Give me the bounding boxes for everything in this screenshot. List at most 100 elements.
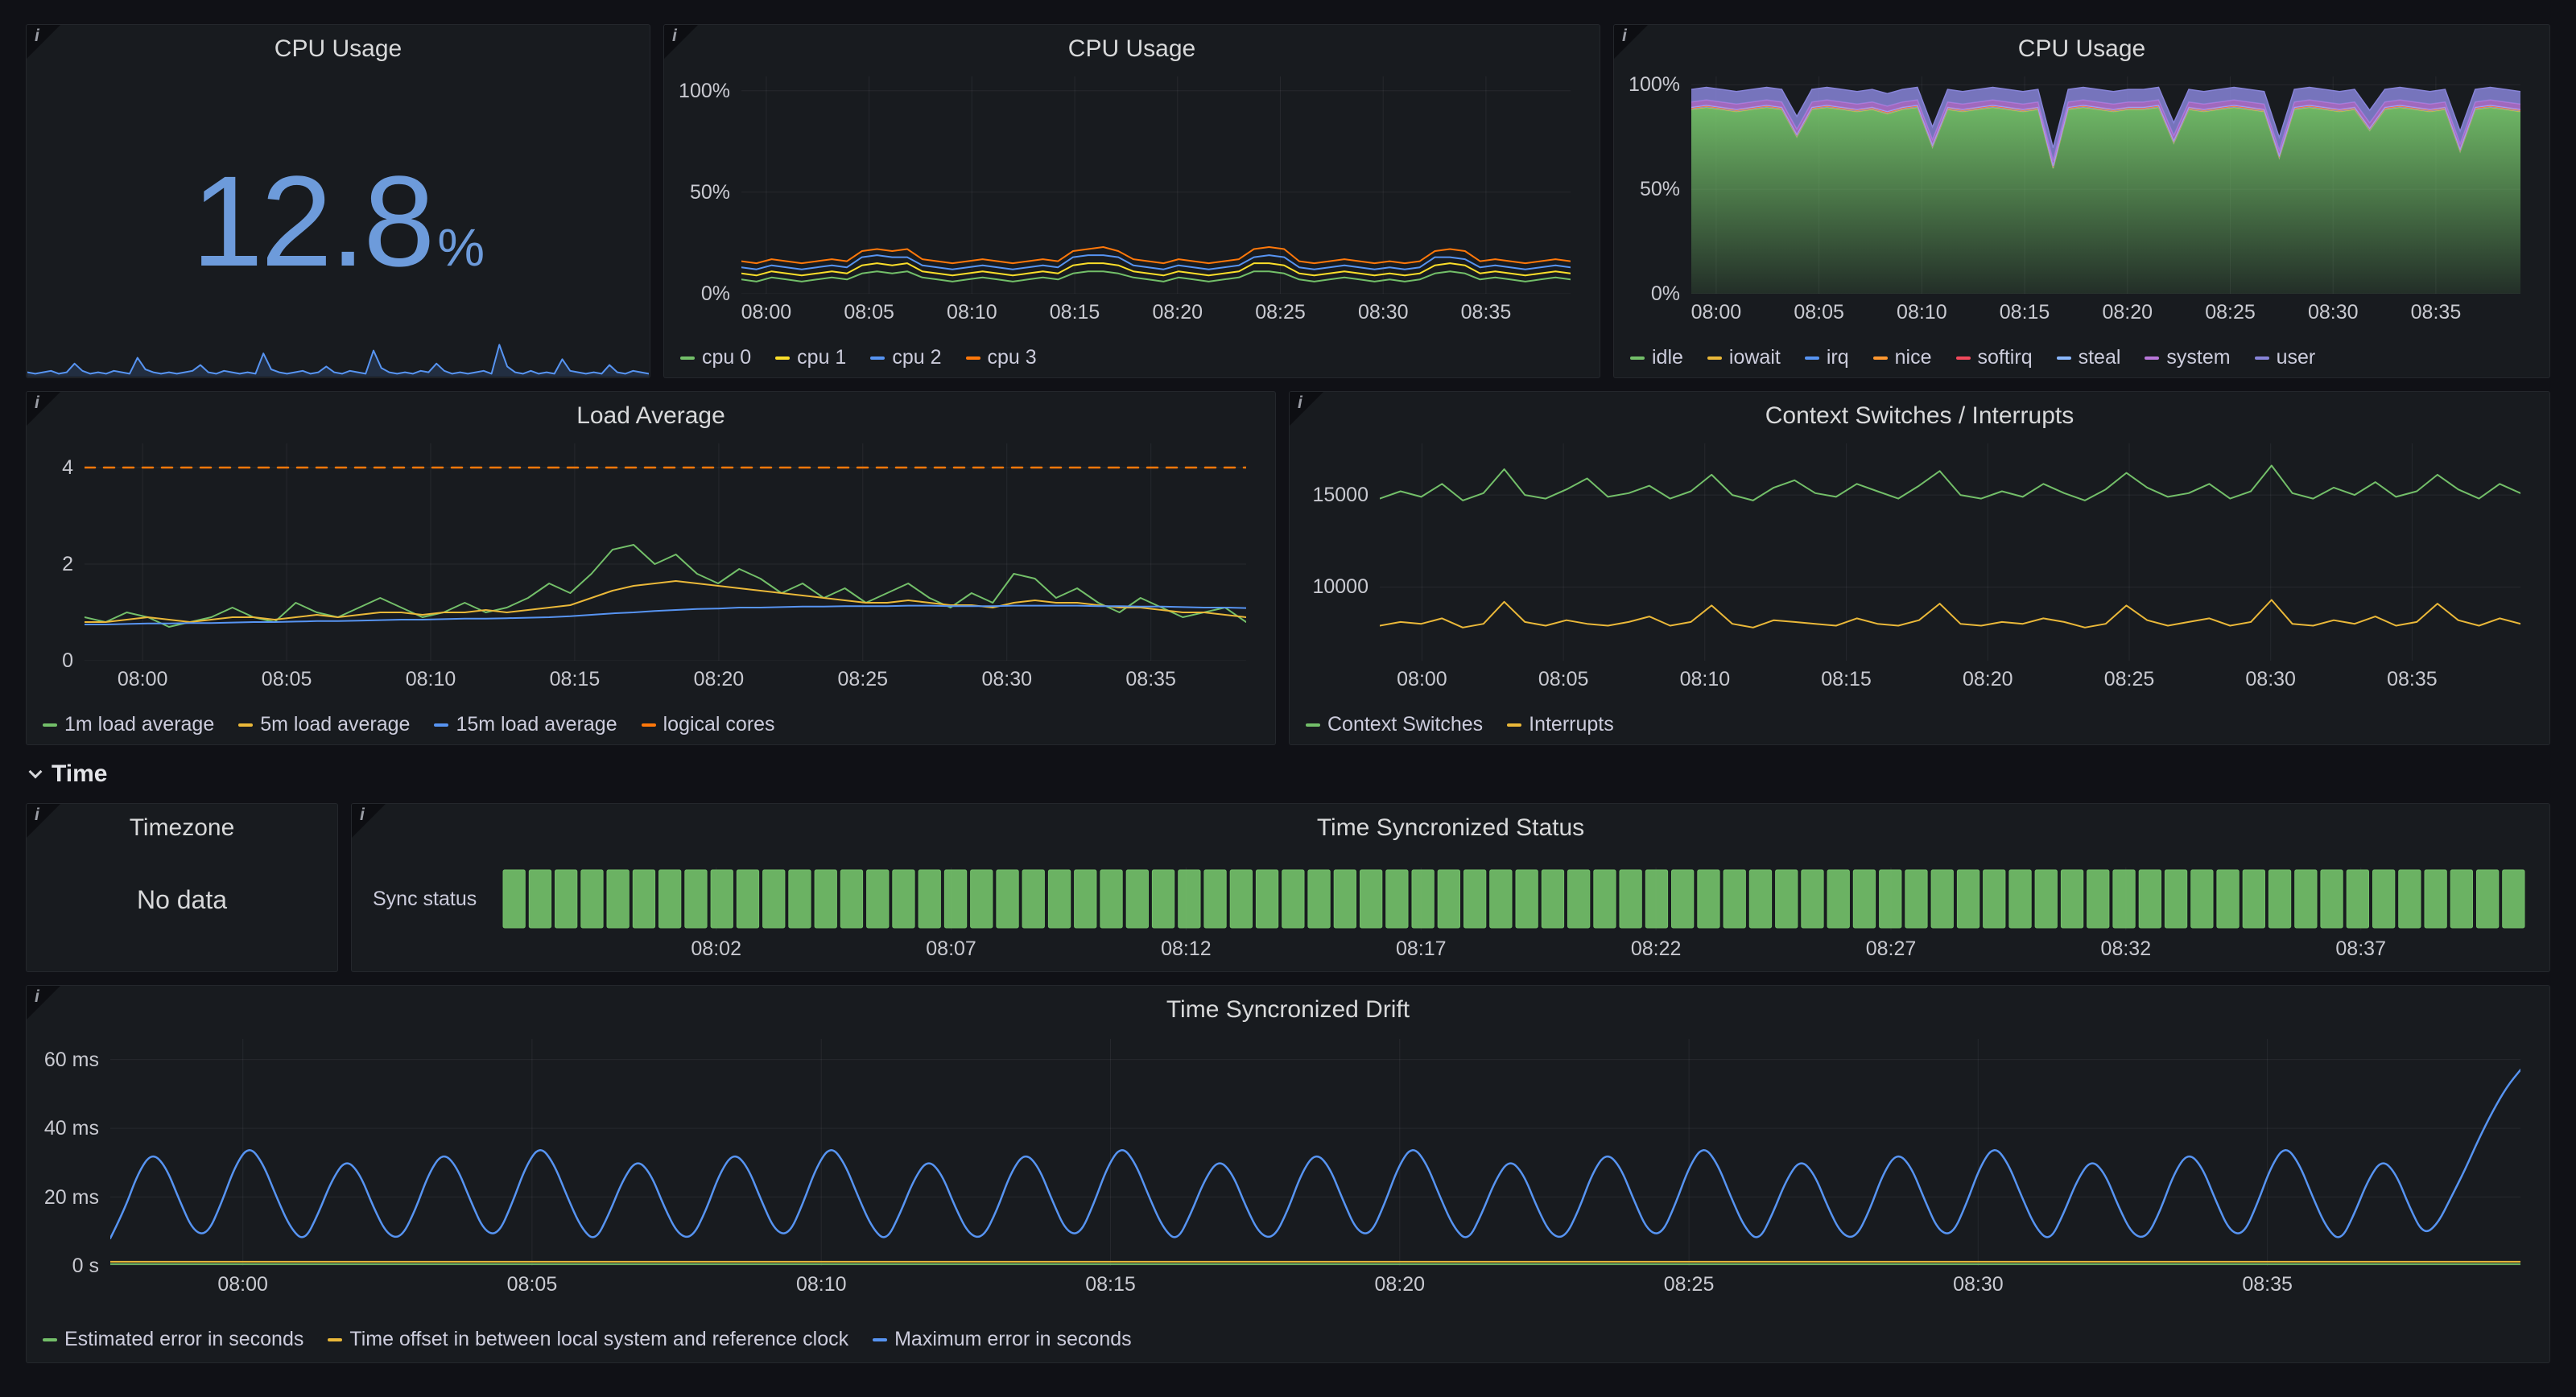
- legend-item-steal[interactable]: steal: [2056, 346, 2120, 369]
- cpu-cores-chart: 0% 50% 100% 08:00 08:05 08:10 08:15 08:20 08:25 0…: [677, 67, 1587, 331]
- panel-corner[interactable]: [352, 804, 386, 838]
- legend-item-1m-load-average[interactable]: 1m load average: [43, 713, 214, 736]
- panel-title[interactable]: Context Switches / Interrupts: [1765, 402, 2074, 429]
- legend-color-mark: [1507, 723, 1522, 727]
- y-tick-label: 100%: [1629, 73, 1680, 97]
- panel-cpu-usage-stat: i CPU Usage 12.8 %: [26, 24, 650, 378]
- load-average-plot[interactable]: [85, 443, 1246, 661]
- legend-item-cpu-1[interactable]: cpu 1: [775, 346, 846, 369]
- legend-item-nice[interactable]: nice: [1872, 346, 1932, 369]
- x-tick-label: 08:25: [837, 668, 889, 690]
- legend-color-mark: [1707, 356, 1722, 360]
- y-tick-label: 50%: [1639, 178, 1680, 201]
- sync-status-row-label: Sync status: [373, 888, 477, 910]
- x-tick-label: 08:15: [549, 668, 601, 690]
- cpu-cores-plot[interactable]: [741, 76, 1571, 294]
- x-tick-label: 08:15: [1821, 668, 1872, 690]
- legend-item-cpu-3[interactable]: cpu 3: [965, 346, 1037, 369]
- legend-label: Estimated error in seconds: [64, 1328, 304, 1350]
- legend-label: nice: [1894, 346, 1932, 369]
- legend-item-context-switches[interactable]: Context Switches: [1306, 713, 1483, 736]
- panel-title[interactable]: Load Average: [576, 402, 725, 429]
- panel-corner[interactable]: [1290, 392, 1323, 426]
- legend-item-softirq[interactable]: softirq: [1955, 346, 2033, 369]
- info-icon: i: [35, 394, 39, 412]
- legend-color-mark: [965, 356, 980, 360]
- panel-corner[interactable]: [27, 392, 60, 426]
- legend-item-15m-load-average[interactable]: 15m load average: [434, 713, 617, 736]
- y-tick-label: 0: [62, 649, 73, 672]
- x-tick-label: 08:25: [2103, 668, 2155, 690]
- x-tick-label: 08:10: [947, 301, 997, 323]
- row-time-drift: i Time Syncronized Drift 0 s 20 ms 40 ms 60…: [26, 985, 2550, 1363]
- panel-corner[interactable]: [1614, 25, 1648, 59]
- panel-corner[interactable]: [27, 804, 60, 838]
- x-tick-label: 08:00: [1397, 668, 1447, 690]
- panel-title[interactable]: Time Syncronized Status: [1316, 814, 1585, 841]
- legend-item-interrupts[interactable]: Interrupts: [1507, 713, 1614, 736]
- legend-item-cpu-2[interactable]: cpu 2: [870, 346, 942, 369]
- row-load: i Load Average 0 2 4 08:00 08:05 08:10 08:15 08…: [26, 391, 2550, 745]
- row-cpu: i CPU Usage 12.8 % i CPU Usage 0% 50% 100%…: [26, 24, 2550, 378]
- legend-color-mark: [1630, 356, 1645, 360]
- row-time-status: i Timezone No data i Time Syncronized St…: [26, 803, 2550, 972]
- y-tick-label: 100%: [679, 79, 730, 102]
- cpu_cores-svg: [741, 76, 1571, 294]
- info-icon: i: [35, 987, 39, 1006]
- legend-color-mark: [680, 356, 695, 360]
- drift-chart: 0 s 20 ms 40 ms 60 ms 08:00 08:05 08:10 08:15 08…: [39, 1028, 2537, 1306]
- legend-item-maximum-error-in-seconds[interactable]: Maximum error in seconds: [873, 1328, 1132, 1351]
- x-tick-label: 08:05: [844, 301, 894, 323]
- panel-title[interactable]: CPU Usage: [2017, 35, 2146, 62]
- x-tick-label: 08:35: [2242, 1273, 2293, 1296]
- y-tick-label: 15000: [1312, 484, 1368, 507]
- panel-corner[interactable]: [664, 25, 698, 59]
- cpu-modes-legend: idle iowait irq nice softirq steal system user: [1630, 346, 2315, 369]
- drift-plot[interactable]: [110, 1039, 2520, 1266]
- legend-item-logical-cores[interactable]: logical cores: [641, 713, 775, 736]
- legend-item-5m-load-average[interactable]: 5m load average: [238, 713, 410, 736]
- x-tick-label: 08:35: [1125, 668, 1176, 690]
- x-tick-label: 08:37: [2335, 938, 2386, 960]
- x-tick-label: 08:05: [261, 668, 312, 690]
- panel-time-synchronized-drift: i Time Syncronized Drift 0 s 20 ms 40 ms 60…: [26, 985, 2550, 1363]
- legend-item-system[interactable]: system: [2145, 346, 2231, 369]
- x-tick-label: 08:20: [1374, 1273, 1426, 1296]
- section-time[interactable]: Time: [26, 758, 2550, 790]
- legend-label: irq: [1826, 346, 1849, 369]
- cpu_modes-svg: [1691, 76, 2520, 294]
- info-icon: i: [672, 27, 677, 45]
- x-tick-label: 08:35: [2410, 301, 2462, 323]
- context-switches-plot[interactable]: [1380, 443, 2520, 661]
- load-svg: [85, 443, 1246, 661]
- legend-color-mark: [43, 1337, 57, 1341]
- legend-color-mark: [1804, 356, 1819, 360]
- x-tick-label: 08:30: [981, 668, 1033, 690]
- legend-item-user[interactable]: user: [2254, 346, 2315, 369]
- panel-title[interactable]: CPU Usage: [274, 35, 402, 62]
- x-tick-label: 08:20: [693, 668, 745, 690]
- chevron-down-icon: [28, 764, 43, 779]
- legend-color-mark: [1955, 356, 1971, 360]
- x-tick-label: 08:00: [117, 668, 168, 690]
- legend-item-iowait[interactable]: iowait: [1707, 346, 1781, 369]
- legend-item-estimated-error-in-seconds[interactable]: Estimated error in seconds: [43, 1328, 303, 1351]
- x-tick-label: 08:00: [1690, 301, 1742, 323]
- load-average-legend: 1m load average 5m load average 15m load a…: [43, 713, 775, 736]
- x-tick-label: 08:15: [1085, 1273, 1136, 1296]
- panel-title[interactable]: Timezone: [129, 814, 235, 841]
- x-tick-label: 08:10: [795, 1273, 847, 1296]
- stat-display: 12.8 %: [27, 138, 650, 305]
- panel-corner[interactable]: [27, 25, 60, 59]
- legend-item-irq[interactable]: irq: [1804, 346, 1849, 369]
- panel-title[interactable]: CPU Usage: [1067, 35, 1196, 62]
- sync-status-plot[interactable]: [502, 867, 2527, 930]
- cpu-stat-sparkline-plot[interactable]: [27, 319, 649, 377]
- legend-item-cpu-0[interactable]: cpu 0: [680, 346, 751, 369]
- legend-item-idle[interactable]: idle: [1630, 346, 1683, 369]
- panel-corner[interactable]: [27, 986, 60, 1020]
- panel-title[interactable]: Time Syncronized Drift: [1166, 996, 1410, 1023]
- legend-item-time-offset-in-between-local-system-and-reference-clock[interactable]: Time offset in between local system and …: [328, 1328, 848, 1351]
- cpu-modes-plot[interactable]: [1691, 76, 2520, 294]
